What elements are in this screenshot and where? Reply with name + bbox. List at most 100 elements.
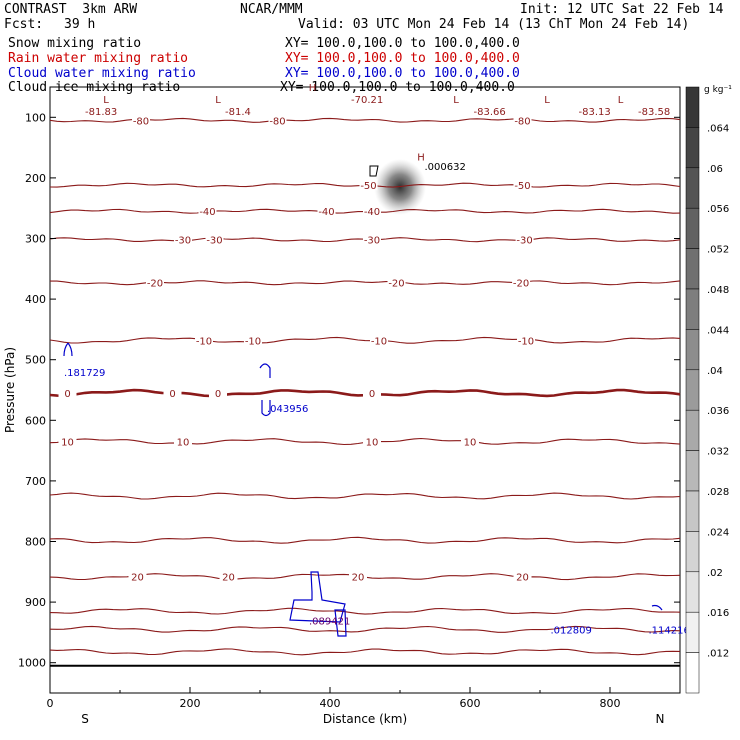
colorbar-cell — [685, 329, 700, 371]
isotherm-line — [49, 607, 681, 615]
colorbar-cell — [685, 167, 700, 209]
isotherm-line — [49, 536, 681, 544]
y-tick-label: 100 — [25, 111, 46, 124]
isotherm-label: -80 — [514, 116, 530, 127]
value-label: .089421 — [309, 616, 350, 627]
field-xy-snow: XY= 100.0,100.0 to 100.0,400.0 — [285, 36, 520, 51]
extreme-marker-L: L — [453, 95, 459, 106]
colorbar-cell — [685, 409, 700, 451]
init-time: Init: 12 UTC Sat 22 Feb 14 — [520, 2, 724, 17]
colorbar-tick-label: .064 — [707, 123, 729, 134]
direction-label-south: S — [81, 712, 89, 726]
y-tick-label: 700 — [25, 475, 46, 488]
isotherm-label: -20 — [388, 279, 404, 290]
y-tick-label: 400 — [25, 293, 46, 306]
cloud-water-contour — [334, 609, 347, 637]
isotherm-label: 0 — [215, 389, 221, 400]
isotherm-label-bg — [174, 233, 192, 245]
extreme-marker-L: L — [544, 95, 550, 106]
cloud-water-contour — [289, 571, 346, 623]
value-label: .012809 — [551, 625, 592, 636]
isotherm-label-bg — [513, 114, 532, 126]
isotherm-label: 20 — [516, 573, 529, 584]
cloud-water-contour — [261, 400, 271, 417]
colorbar-tick-label: .048 — [707, 285, 729, 296]
isotherm-label: -10 — [371, 336, 387, 347]
value-label: -83.66 — [474, 107, 506, 118]
isotherm-label: 20 — [131, 573, 144, 584]
y-tick-label: 600 — [25, 414, 46, 427]
cloud-water-contour — [259, 363, 271, 378]
isotherm-label-bg — [205, 233, 224, 245]
colorbar-cell — [685, 288, 700, 330]
y-tick-label: 800 — [25, 536, 46, 549]
value-label: .114216 — [649, 625, 690, 636]
colorbar-cell — [685, 571, 700, 613]
colorbar-tick-label: .036 — [707, 406, 729, 417]
isotherm-label: -30 — [364, 236, 380, 247]
isotherm-label-bg — [58, 435, 77, 447]
isotherm-label-bg — [359, 179, 378, 191]
isotherm-label: -20 — [513, 279, 529, 290]
colorbar-cell — [685, 652, 700, 694]
isotherm-label-bg — [363, 233, 381, 245]
field-name-rain: Rain water mixing ratio — [8, 51, 189, 66]
isotherm-label-bg — [132, 114, 150, 126]
isotherm-label-bg — [58, 387, 77, 399]
colorbar-cell — [685, 611, 700, 653]
extreme-marker-H: H — [309, 83, 317, 94]
isotherm-label: -80 — [133, 116, 149, 127]
isotherm-label: 0 — [64, 389, 70, 400]
extreme-marker-L: L — [103, 95, 109, 106]
colorbar-tick-label: .06 — [707, 164, 723, 175]
y-axis-title: Pressure (hPa) — [3, 347, 17, 433]
y-tick-label: 200 — [25, 172, 46, 185]
plot-frame — [49, 86, 681, 694]
forecast-hour: 39 h — [64, 17, 96, 32]
x-tick-label: 200 — [180, 697, 201, 710]
value-label: -81.83 — [85, 107, 117, 118]
x-tick-label: 0 — [47, 697, 54, 710]
colorbar-tick-label: .012 — [707, 649, 729, 660]
valid-time: Valid: 03 UTC Mon 24 Feb 14 (13 ChT Mon … — [298, 17, 690, 32]
isotherm-label-bg — [370, 334, 388, 346]
isotherm-label: 10 — [61, 438, 74, 449]
isotherm-label-bg — [128, 570, 147, 582]
y-tick-label: 1000 — [18, 657, 46, 670]
isotherm-line — [50, 280, 681, 286]
extreme-marker-H: H — [417, 153, 425, 164]
isotherm-line — [49, 492, 681, 500]
isotherm-line — [49, 336, 681, 344]
colorbar-cell — [685, 86, 700, 128]
extreme-marker-L: L — [215, 95, 221, 106]
isotherm-label-bg — [146, 276, 164, 288]
isotherm-label-bg — [363, 435, 381, 447]
field-name-cloud-water: Cloud water mixing ratio — [8, 66, 196, 81]
isotherm-label-bg — [363, 387, 381, 399]
colorbar-cell — [685, 127, 700, 169]
isotherm-label-bg — [268, 114, 287, 126]
isotherm-label-bg — [513, 179, 532, 191]
colorbar-tick-label: .044 — [707, 325, 729, 336]
isotherm-label: -40 — [364, 207, 380, 218]
value-label: -83.13 — [579, 107, 611, 118]
field-name-snow: Snow mixing ratio — [8, 36, 142, 51]
colorbar-cell — [685, 207, 700, 249]
direction-label-north: N — [656, 712, 665, 726]
value-label: -83.58 — [638, 107, 670, 118]
colorbar-unit: g kg⁻¹ — [704, 85, 732, 95]
isotherm-label-bg — [515, 233, 534, 245]
field-xy-rain: XY= 100.0,100.0 to 100.0,400.0 — [285, 51, 520, 66]
colorbar-cell — [685, 369, 700, 411]
isotherm-line — [49, 625, 681, 633]
isotherm-label: -50 — [360, 181, 376, 192]
colorbar-tick-label: .056 — [707, 204, 729, 215]
colorbar-cell — [685, 450, 700, 492]
isotherm-label: -40 — [199, 207, 215, 218]
value-label: -81.4 — [225, 107, 251, 118]
isotherm-label-bg — [244, 334, 262, 346]
isotherm-label: -80 — [269, 116, 285, 127]
isotherm-label: 10 — [464, 438, 477, 449]
x-axis-title: Distance (km) — [323, 712, 407, 726]
isotherm-label-bg — [219, 570, 238, 582]
